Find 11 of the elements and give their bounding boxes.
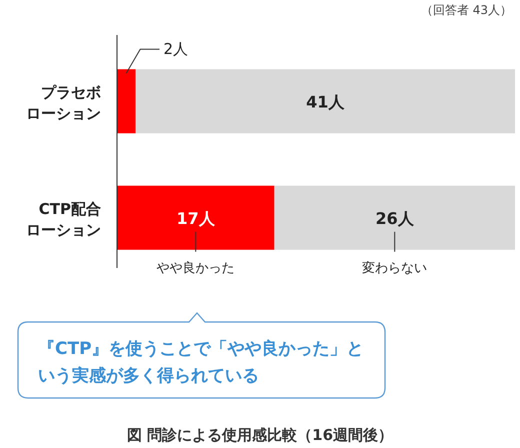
y-tick-label: プラセボローション: [26, 83, 101, 122]
series-label: 変わらない: [362, 260, 428, 276]
data-label: 26人: [376, 208, 415, 228]
series-label: やや良かった: [156, 260, 235, 276]
text: （回答者 43人）: [420, 3, 512, 17]
data-label: 17人: [176, 208, 216, 228]
text: 『CTP』を使うことで「やや良かった」という実感が多く得られている: [38, 339, 364, 386]
data-label: 2人: [164, 40, 188, 58]
data-label: 41人: [306, 92, 346, 112]
y-tick-label: CTP配合ローション: [26, 200, 101, 239]
text: 図 問診による使用感比較（16週間後）: [126, 426, 394, 444]
